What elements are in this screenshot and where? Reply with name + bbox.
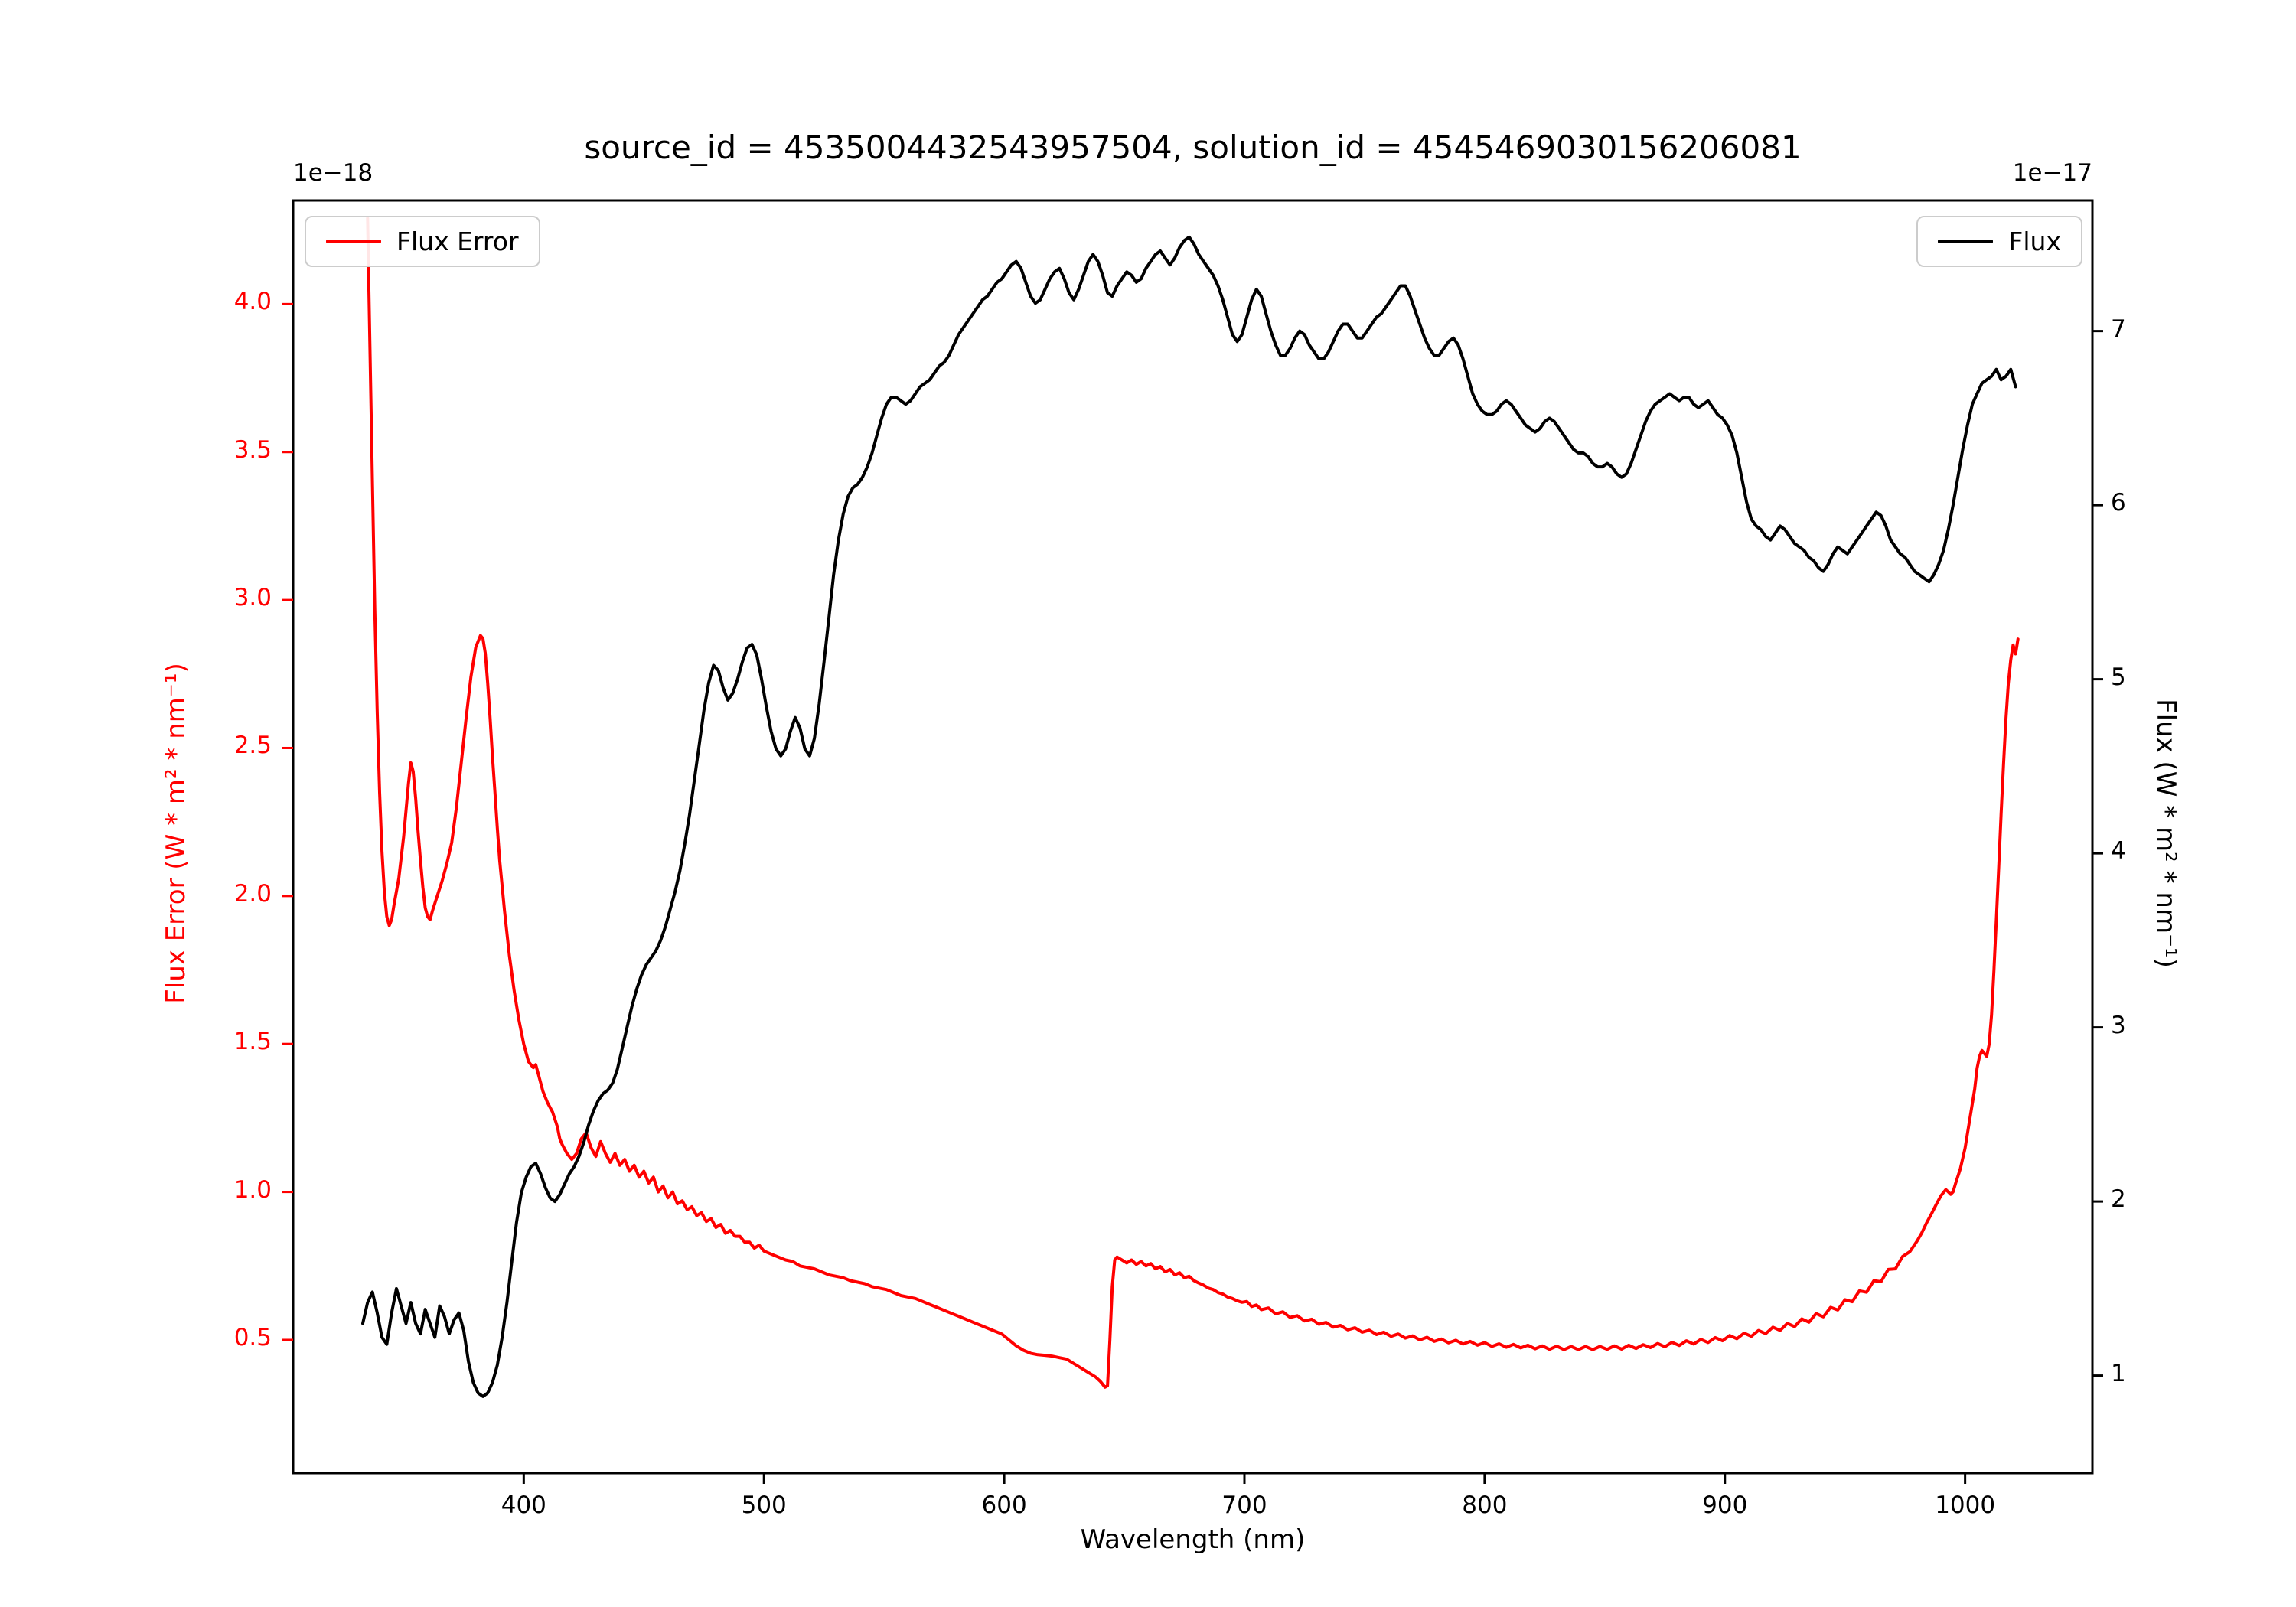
x-tick-label: 800 <box>1462 1491 1508 1519</box>
axes-frame <box>292 199 2094 1475</box>
x-tick-label: 400 <box>501 1491 546 1519</box>
y-right-tick-label: 5 <box>2111 663 2126 691</box>
y-left-tick-label: 1.5 <box>233 1028 272 1056</box>
y-right-tick-label: 6 <box>2111 489 2126 517</box>
y-right-tick-label: 1 <box>2111 1359 2126 1387</box>
legend-flux-error-label: Flux Error <box>396 227 519 256</box>
x-tick-label: 1000 <box>1935 1491 1996 1519</box>
x-tick-label: 900 <box>1702 1491 1748 1519</box>
x-axis-label: Wavelength (nm) <box>1080 1524 1306 1555</box>
y-right-tick-label: 7 <box>2111 315 2126 343</box>
flux-line-sample <box>1938 240 1994 243</box>
y-axis-offset-text-left: 1e−18 <box>293 159 373 187</box>
y-right-tick-label: 4 <box>2111 837 2126 865</box>
y-left-tick-label: 0.5 <box>233 1323 272 1351</box>
y-left-tick-label: 4.0 <box>233 288 272 316</box>
y-left-tick-label: 2.5 <box>233 732 272 760</box>
y-right-tick-label: 3 <box>2111 1011 2126 1039</box>
legend-flux-label: Flux <box>2008 227 2061 256</box>
y-left-tick-label: 3.5 <box>233 435 272 464</box>
flux-error-line-sample <box>326 240 381 243</box>
y-left-tick-label: 1.0 <box>233 1175 272 1204</box>
legend-flux: Flux <box>1916 216 2082 267</box>
y-axis-label-right: Flux (W * m² * nm⁻¹) <box>2151 699 2181 968</box>
x-tick-label: 600 <box>981 1491 1027 1519</box>
y-left-tick-label: 3.0 <box>233 584 272 612</box>
y-axis-label-left: Flux Error (W * m² * nm⁻¹) <box>161 663 191 1004</box>
y-left-tick-label: 2.0 <box>233 879 272 908</box>
legend-flux-error: Flux Error <box>305 216 540 267</box>
x-tick-label: 700 <box>1221 1491 1267 1519</box>
series-flux-error <box>366 217 2020 1389</box>
chart-title: source_id = 4535004432543957504, solutio… <box>584 129 1802 166</box>
series-flux <box>361 235 2017 1398</box>
x-tick-label: 500 <box>741 1491 787 1519</box>
y-right-tick-label: 2 <box>2111 1185 2126 1214</box>
y-axis-offset-text-right: 1e−17 <box>2012 159 2092 187</box>
